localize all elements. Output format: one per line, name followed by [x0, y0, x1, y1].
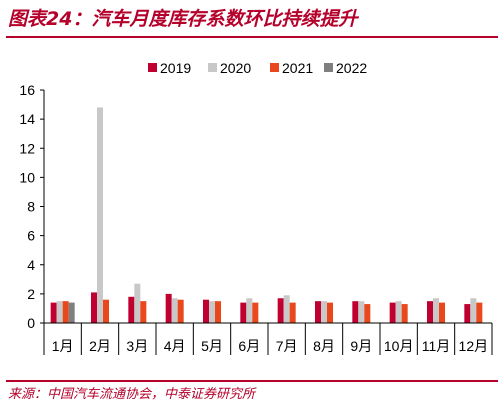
legend-swatch-2019: [148, 63, 157, 72]
bar-2020-4: [171, 298, 178, 323]
chart-title: 图表24：汽车月度库存系数环比持续提升: [8, 8, 358, 30]
x-tick-label: 12月: [459, 338, 489, 354]
legend-label-2019: 2019: [160, 60, 191, 76]
bar-2019-8: [315, 301, 321, 323]
bar-2021-6: [252, 302, 259, 323]
bar-2019-9: [352, 301, 359, 323]
y-tick-label: 16: [19, 82, 35, 98]
x-tick-label: 9月: [350, 338, 372, 354]
legend-label-2021: 2021: [282, 60, 313, 76]
y-tick-label: 6: [27, 228, 35, 244]
bar-2019-11: [427, 301, 433, 323]
y-axis: 0 2 4 6 8 10 12 14 16: [19, 82, 45, 331]
x-tick-label: 1月: [52, 338, 74, 354]
x-tick-label: 8月: [313, 338, 335, 354]
bar-2020-10: [395, 301, 402, 323]
x-tick-label: 7月: [276, 338, 298, 354]
bars-group: [50, 107, 483, 324]
bar-2021-3: [140, 301, 147, 323]
y-tick-label: 4: [27, 257, 35, 273]
source-divider: [6, 380, 498, 382]
bar-2020-7: [283, 295, 290, 323]
x-tick-label: 5月: [201, 338, 223, 354]
y-tick-label: 8: [27, 199, 35, 215]
source-note: 来源：中国汽车流通协会，中泰证券研究所: [8, 387, 256, 402]
legend-label-2020: 2020: [220, 60, 251, 76]
x-tick-label: 2月: [89, 338, 111, 354]
bar-2021-10: [401, 304, 408, 323]
bar-2020-5: [209, 301, 215, 323]
bar-2019-2: [91, 292, 97, 323]
bar-2020-3: [134, 283, 141, 323]
x-axis: 1月 2月 3月 4月 5月 6月 7月 8月 9月 10月 11月 12月: [43, 322, 493, 355]
legend-label-2022: 2022: [336, 60, 367, 76]
bar-2020-2: [97, 107, 103, 323]
legend-swatch-2021: [270, 63, 279, 72]
chart-legend: 2019 2020 2021 2022: [148, 60, 367, 76]
y-tick-label: 12: [19, 140, 35, 156]
bar-2021-4: [177, 299, 184, 323]
bar-chart: 2019 2020 2021 2022 0 2 4 6 8 10 12 14 16 1月 2月 3月 4月 5…: [19, 60, 493, 355]
x-tick-label: 6月: [238, 338, 260, 354]
legend-swatch-2022: [324, 63, 333, 72]
bar-2019-3: [128, 296, 135, 323]
bar-2021-11: [439, 302, 445, 323]
x-tick-label: 11月: [422, 338, 451, 354]
x-tick-label: 10月: [384, 338, 414, 354]
bar-2021-7: [289, 302, 296, 323]
bar-2020-12: [470, 298, 477, 323]
bar-2021-9: [364, 304, 371, 323]
y-tick-label: 0: [27, 315, 35, 331]
bar-2020-1: [56, 301, 63, 323]
title-divider: [6, 36, 498, 38]
bar-2019-10: [389, 302, 396, 323]
bar-2019-4: [165, 293, 172, 324]
bar-2020-8: [321, 301, 327, 323]
legend-swatch-2020: [208, 63, 217, 72]
bar-2019-1: [50, 302, 57, 323]
bar-2019-6: [240, 302, 247, 323]
y-tick-label: 10: [19, 169, 35, 185]
bar-2019-5: [203, 299, 209, 323]
y-tick-label: 14: [19, 111, 35, 127]
bar-2022-1: [68, 302, 75, 323]
x-tick-label: 3月: [126, 338, 148, 354]
bar-2019-12: [464, 304, 471, 323]
x-tick-label: 4月: [164, 338, 186, 354]
bar-2021-2: [103, 299, 109, 323]
bar-2020-6: [246, 298, 253, 323]
bar-2021-12: [476, 302, 483, 323]
y-tick-label: 2: [27, 286, 35, 302]
bar-2019-7: [277, 298, 284, 323]
bar-2020-9: [358, 301, 365, 323]
bar-2021-1: [62, 301, 69, 323]
bar-2021-5: [215, 301, 221, 323]
bar-2020-11: [433, 298, 439, 323]
bar-2021-8: [327, 302, 333, 323]
